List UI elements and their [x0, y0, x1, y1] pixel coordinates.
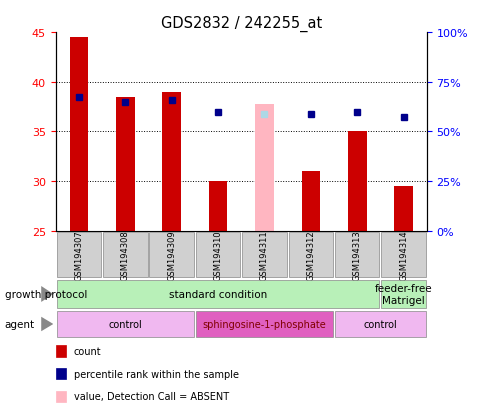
Bar	[196, 232, 240, 278]
Text: control: control	[108, 319, 142, 329]
Bar	[103, 232, 147, 278]
Bar	[255, 104, 273, 231]
Polygon shape	[41, 286, 53, 302]
Bar	[70, 38, 88, 231]
Bar	[380, 232, 425, 278]
Text: GSM194311: GSM194311	[259, 230, 269, 280]
Text: GSM194314: GSM194314	[398, 230, 407, 280]
Text: GSM194312: GSM194312	[306, 230, 315, 280]
Title: GDS2832 / 242255_at: GDS2832 / 242255_at	[160, 16, 321, 32]
Text: standard condition: standard condition	[168, 289, 267, 299]
Text: feeder-free
Matrigel: feeder-free Matrigel	[374, 283, 432, 305]
Text: growth protocol: growth protocol	[5, 289, 87, 299]
Text: value, Detection Call = ABSENT: value, Detection Call = ABSENT	[74, 392, 228, 401]
Bar	[242, 232, 286, 278]
Text: control: control	[363, 319, 396, 329]
Bar	[196, 311, 333, 337]
Text: sphingosine-1-phosphate: sphingosine-1-phosphate	[202, 319, 326, 329]
Bar	[380, 280, 425, 309]
Bar	[301, 172, 319, 231]
Bar	[57, 280, 378, 309]
Text: count: count	[74, 346, 101, 356]
Bar	[57, 311, 194, 337]
Bar	[288, 232, 333, 278]
Text: agent: agent	[5, 319, 35, 329]
Bar	[334, 311, 425, 337]
Bar	[162, 93, 181, 231]
Bar	[209, 182, 227, 231]
Bar	[393, 187, 412, 231]
Polygon shape	[41, 317, 53, 331]
Text: GSM194309: GSM194309	[167, 230, 176, 280]
Text: GSM194310: GSM194310	[213, 230, 222, 280]
Bar	[347, 132, 366, 231]
Bar	[116, 97, 135, 231]
Bar	[149, 232, 194, 278]
Bar	[334, 232, 378, 278]
Text: GSM194307: GSM194307	[75, 230, 83, 280]
Text: GSM194313: GSM194313	[352, 230, 361, 280]
Text: percentile rank within the sample: percentile rank within the sample	[74, 369, 238, 379]
Bar	[57, 232, 101, 278]
Text: GSM194308: GSM194308	[121, 230, 130, 280]
